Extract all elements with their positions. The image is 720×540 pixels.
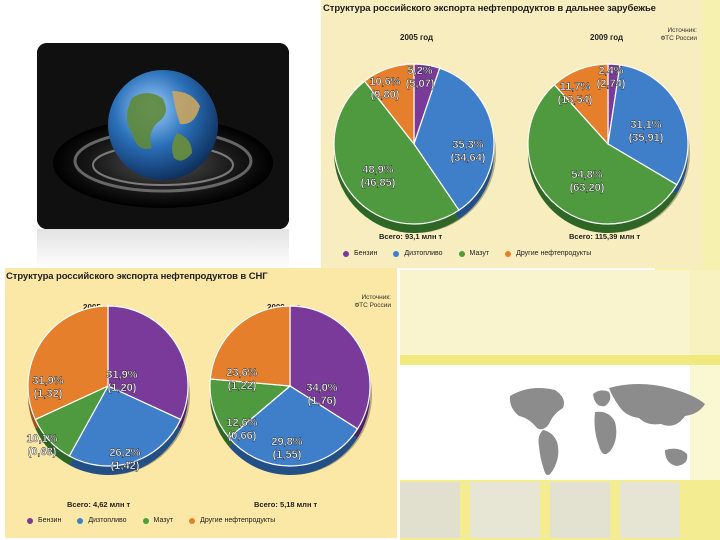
legend-item-fueloil: Мазут [458, 250, 490, 257]
source-note: Источник: ФТС России [645, 27, 697, 43]
legend-swatch [505, 250, 512, 257]
legend-swatch [142, 517, 149, 524]
data-label-percent: 34,0% [306, 382, 337, 394]
data-label-percent: 5,2% [407, 65, 432, 77]
pie-slice-other [553, 63, 609, 146]
legend-swatch [189, 517, 196, 524]
data-label-amount: (13,54) [558, 94, 593, 106]
pie-slice-other [27, 305, 109, 421]
data-label-percent: 10,1% [26, 433, 57, 445]
year-label-2009: 2009 год [590, 33, 624, 42]
world-map-icon [509, 384, 705, 475]
legend-item-diesel: Дизтопливо [393, 250, 443, 257]
pie-slice-fueloil [527, 83, 678, 225]
data-label-amount: (1,20) [108, 382, 137, 394]
data-label-percent: 48,9% [362, 164, 393, 176]
total-2005: Всего: 93,1 млн т [379, 232, 443, 241]
data-label-percent: 2,4% [598, 65, 623, 77]
data-label-amount: (34,64) [451, 152, 486, 164]
data-label-percent: 10,6% [369, 76, 400, 88]
legend-item-other: Другие нефтепродукты [189, 517, 275, 524]
pie-slice-diesel [413, 67, 495, 212]
source-text: Источник: ФТС России [354, 294, 391, 309]
legend-item-petrol: Бензин [27, 517, 61, 524]
data-label-amount: (1,55) [273, 449, 302, 461]
data-label-percent: 35,3% [452, 139, 483, 151]
legend-label: Другие нефтепродукты [516, 250, 592, 257]
data-label-percent: 31,1% [630, 119, 661, 131]
year-label-2005: 2005 год [400, 33, 434, 42]
pie-slice-fueloil [333, 80, 460, 225]
legend-label: Мазут [153, 517, 174, 524]
legend-item-other: Другие нефтепродукты [505, 250, 591, 257]
legend-swatch [77, 517, 84, 524]
photo-reflection [37, 229, 289, 269]
legend-swatch [458, 250, 465, 257]
data-label-amount: (1,42) [111, 460, 140, 472]
data-label-amount: (1,22) [228, 380, 257, 392]
legend-swatch [343, 250, 349, 257]
pie-slice-diesel [228, 385, 359, 467]
legend-item-petrol: Бензин [343, 250, 377, 257]
data-label-amount: (1,32) [34, 388, 63, 400]
data-label-percent: 31,9% [32, 375, 63, 387]
data-label-amount: (35,91) [629, 132, 664, 144]
pie-slice-petrol [107, 305, 189, 421]
legend-item-fueloil: Мазут [142, 517, 174, 524]
globe-in-oil-icon [37, 43, 289, 229]
legend-swatch [393, 250, 400, 257]
legend-label: Другие нефтепродукты [200, 517, 276, 524]
data-label-percent: 26,2% [109, 447, 140, 459]
pie-slice-diesel [607, 64, 689, 186]
legend-label: Дизтопливо [404, 250, 443, 257]
data-label-amount: (1,76) [308, 395, 337, 407]
data-label-percent: 31,9% [106, 369, 137, 381]
data-label-percent: 29,8% [271, 436, 302, 448]
legend: Бензин Дизтопливо Мазут Другие нефтепрод… [27, 517, 291, 524]
data-label-amount: (46,85) [361, 177, 396, 189]
data-label-percent: 54,8% [571, 169, 602, 181]
chart-title: Структура российского экспорта нефтепрод… [323, 3, 656, 14]
legend-label: Бензин [354, 250, 378, 257]
total-2009: Всего: 5,18 млн т [254, 500, 318, 509]
source-note: Источник: ФТС России [339, 294, 391, 310]
legend-label: Дизтопливо [88, 517, 127, 524]
legend-item-diesel: Дизтопливо [77, 517, 127, 524]
globe-photo [37, 43, 289, 229]
legend-label: Мазут [469, 250, 490, 257]
total-2009: Всего: 115,39 млн т [569, 232, 641, 241]
data-label-percent: 11,7% [560, 81, 591, 93]
data-label-percent: 23,6% [226, 367, 257, 379]
data-label-amount: (9,80) [371, 89, 400, 101]
legend-swatch [27, 517, 33, 524]
data-label-amount: (0,68) [28, 446, 57, 458]
data-label-amount: (2,74) [597, 78, 626, 90]
pie-slice-other [363, 63, 415, 146]
chart-title: Структура российского экспорта нефтепрод… [6, 271, 268, 282]
data-label-percent: 12,6% [226, 417, 257, 429]
data-label-amount: (0,66) [228, 430, 257, 442]
legend-label: Бензин [38, 517, 62, 524]
data-label-amount: (5,07) [406, 78, 435, 90]
pie-slice-fueloil [209, 378, 292, 439]
legend: Бензин Дизтопливо Мазут Другие нефтепрод… [343, 250, 607, 257]
source-text: Источник: ФТС России [660, 27, 697, 42]
data-label-amount: (63,20) [570, 182, 605, 194]
total-2005: Всего: 4,62 млн т [67, 500, 131, 509]
pie-slice-other [209, 305, 291, 387]
